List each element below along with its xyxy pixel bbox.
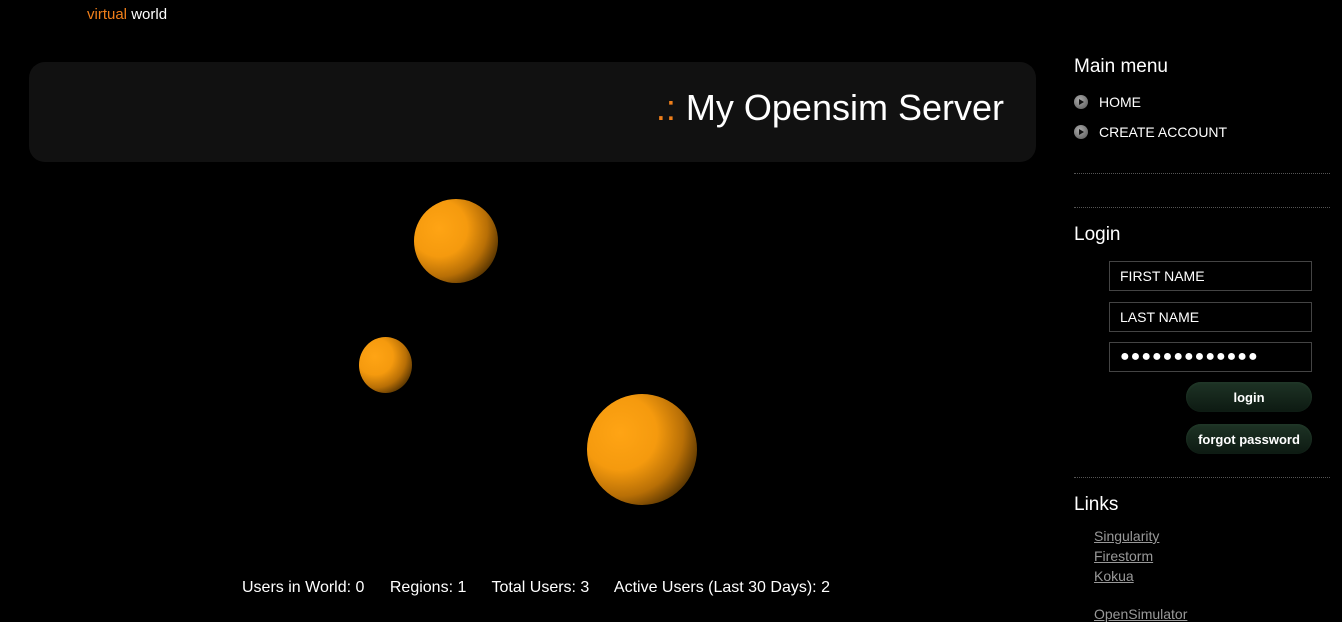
menu-item-label: CREATE ACCOUNT [1099,124,1228,140]
stat-users-in-world: Users in World: 0 [242,579,365,596]
header-banner: .: My Opensim Server [29,62,1036,162]
login-button[interactable]: login [1186,382,1312,412]
title-text: My Opensim Server [685,87,1004,128]
menu-item-home[interactable]: HOME [1074,94,1141,110]
planet-image-small [359,337,412,393]
login-heading: Login [1074,224,1121,245]
arrow-bullet-icon [1074,95,1088,109]
sidebar-divider [1074,207,1330,208]
forgot-password-button[interactable]: forgot password [1186,424,1312,454]
planet-image-large-top [414,199,498,283]
stat-total-users: Total Users: 3 [491,579,590,596]
link-firestorm[interactable]: Firestorm [1094,548,1154,564]
menu-item-label: HOME [1099,94,1141,110]
site-brand[interactable]: virtual world [87,6,167,23]
title-prefix: .: [655,87,676,128]
first-name-input[interactable] [1109,261,1312,291]
menu-item-create-account[interactable]: CREATE ACCOUNT [1074,124,1227,140]
planet-image-large-bottom [587,394,697,505]
sidebar-divider [1074,173,1330,174]
links-heading: Links [1074,494,1119,515]
grid-stats: Users in World: 0 Regions: 1 Total Users… [242,579,851,597]
page-title: .: My Opensim Server [656,87,1004,129]
brand-accent-text: virtual [87,6,128,23]
password-mask: ●●●●●●●●●●●●● [1120,348,1259,365]
stat-active-users: Active Users (Last 30 Days): 2 [613,579,830,596]
link-singularity[interactable]: Singularity [1094,528,1160,544]
main-menu-heading: Main menu [1074,56,1168,77]
sidebar-divider [1074,477,1330,478]
sidebar: Main menu HOME CREATE ACCOUNT Login ●●●●… [1074,0,1330,622]
password-input[interactable]: ●●●●●●●●●●●●● [1109,342,1312,372]
last-name-input[interactable] [1109,302,1312,332]
arrow-bullet-icon [1074,125,1088,139]
brand-rest-text: world [131,6,168,23]
link-kokua[interactable]: Kokua [1094,568,1134,584]
stat-regions: Regions: 1 [389,579,467,596]
link-opensimulator[interactable]: OpenSimulator [1094,606,1188,622]
